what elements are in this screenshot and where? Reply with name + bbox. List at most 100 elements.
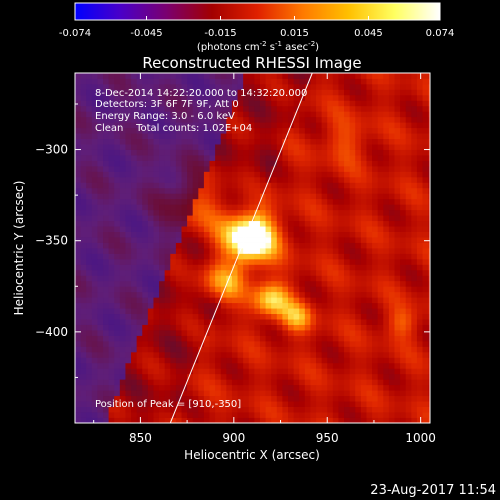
heatmap-cell: [377, 237, 384, 243]
heatmap-cell: [304, 373, 311, 380]
heatmap-cell: [80, 351, 87, 358]
heatmap-cell: [304, 291, 311, 298]
heatmap-cell: [103, 297, 110, 304]
heatmap-cell: [372, 182, 379, 189]
heatmap-cell: [282, 204, 289, 211]
heatmap-cell: [310, 94, 317, 101]
heatmap-cell: [97, 340, 104, 347]
heatmap-cell: [237, 122, 244, 129]
heatmap-cell: [248, 182, 255, 189]
heatmap-cell: [428, 302, 430, 309]
heatmap-cell: [226, 401, 233, 407]
heatmap-cell: [91, 100, 98, 107]
heatmap-cell: [131, 308, 138, 315]
heatmap-cell: [97, 406, 104, 413]
heatmap-cell: [248, 297, 255, 304]
heatmap-cell: [175, 373, 182, 380]
heatmap-cell: [388, 193, 395, 200]
heatmap-cell: [411, 100, 418, 107]
heatmap-cell: [80, 395, 87, 402]
heatmap-cell: [147, 291, 154, 298]
heatmap-cell: [164, 133, 171, 140]
heatmap-cell: [131, 357, 138, 364]
heatmap-cell: [259, 155, 266, 161]
heatmap-cell: [86, 412, 93, 418]
heatmap-cell: [349, 116, 356, 123]
heatmap-cell: [293, 357, 300, 364]
heatmap-cell: [75, 406, 82, 413]
heatmap-cell: [349, 324, 356, 331]
heatmap-cell: [271, 127, 278, 134]
heatmap-cell: [97, 122, 104, 129]
heatmap-cell: [321, 73, 328, 79]
heatmap-cell: [237, 346, 244, 353]
heatmap-cell: [394, 171, 401, 178]
heatmap-cell: [299, 401, 306, 407]
heatmap-cell: [299, 133, 306, 140]
heatmap-cell: [170, 182, 177, 189]
heatmap-cell: [271, 100, 278, 107]
heatmap-cell: [321, 89, 328, 96]
heatmap-cell: [338, 330, 345, 336]
heatmap-cell: [344, 412, 351, 418]
heatmap-cell: [103, 78, 110, 85]
heatmap-cell: [411, 313, 418, 320]
heatmap-cell: [203, 220, 210, 227]
heatmap-cell: [125, 324, 132, 331]
heatmap-cell: [198, 417, 205, 423]
heatmap-cell: [170, 286, 177, 293]
heatmap-cell: [265, 253, 272, 260]
heatmap-cell: [282, 215, 289, 222]
heatmap-cell: [226, 390, 233, 397]
heatmap-cell: [428, 297, 430, 304]
heatmap-cell: [355, 215, 362, 222]
heatmap-cell: [254, 264, 261, 271]
heatmap-cell: [344, 340, 351, 347]
heatmap-cell: [282, 324, 289, 331]
heatmap-cell: [248, 308, 255, 315]
heatmap-cell: [142, 100, 149, 107]
heatmap-cell: [400, 133, 407, 140]
heatmap-cell: [327, 83, 334, 90]
heatmap-cell: [332, 302, 339, 309]
heatmap-cell: [288, 269, 295, 276]
heatmap-cell: [416, 308, 423, 315]
heatmap-cell: [276, 193, 283, 200]
heatmap-cell: [422, 248, 429, 254]
heatmap-cell: [327, 237, 334, 243]
heatmap-cell: [388, 242, 395, 249]
heatmap-cell: [355, 231, 362, 238]
heatmap-cell: [198, 313, 205, 320]
heatmap-cell: [349, 362, 356, 369]
heatmap-cell: [310, 286, 317, 293]
heatmap-cell: [119, 297, 126, 304]
heatmap-cell: [75, 171, 82, 178]
heatmap-cell: [360, 215, 367, 222]
heatmap-cell: [142, 368, 149, 375]
heatmap-cell: [147, 73, 154, 79]
heatmap-cell: [394, 127, 401, 134]
heatmap-cell: [304, 258, 311, 265]
heatmap-cell: [344, 105, 351, 112]
heatmap-cell: [366, 165, 373, 172]
heatmap-cell: [164, 258, 171, 265]
heatmap-cell: [349, 379, 356, 386]
heatmap-cell: [192, 297, 199, 304]
heatmap-cell: [316, 165, 323, 172]
heatmap-cell: [293, 286, 300, 293]
heatmap-cell: [226, 226, 233, 232]
heatmap-cell: [159, 73, 166, 79]
heatmap-cell: [416, 73, 423, 79]
heatmap-cell: [416, 204, 423, 211]
heatmap-cell: [360, 209, 367, 216]
heatmap-cell: [271, 362, 278, 369]
heatmap-cell: [231, 346, 238, 353]
heatmap-cell: [316, 193, 323, 200]
heatmap-cell: [400, 302, 407, 309]
heatmap-cell: [215, 215, 222, 222]
heatmap-cell: [91, 176, 98, 183]
heatmap-cell: [226, 297, 233, 304]
heatmap-cell: [338, 253, 345, 260]
heatmap-cell: [209, 133, 216, 140]
heatmap-cell: [372, 308, 379, 315]
